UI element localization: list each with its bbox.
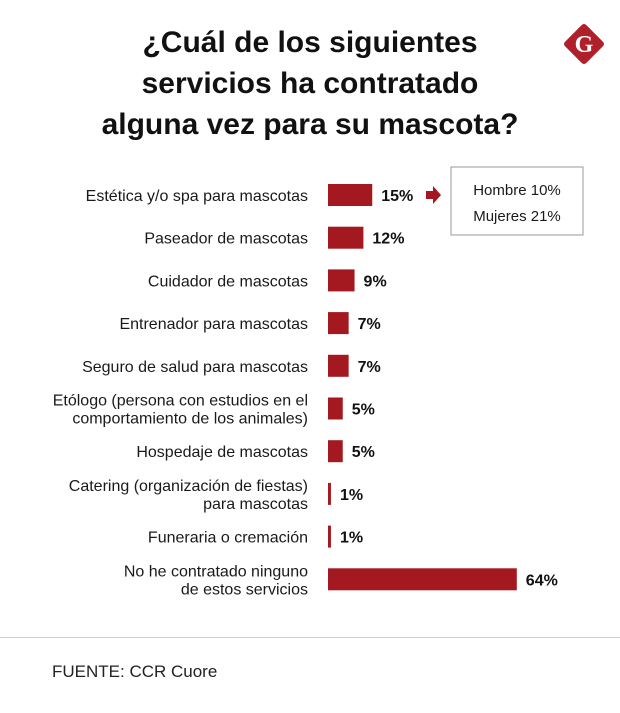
category-label: para mascotas — [203, 496, 308, 513]
category-label: Estética y/o spa para mascotas — [86, 188, 308, 205]
value-label: 7% — [358, 359, 381, 376]
value-label: 15% — [381, 188, 413, 205]
value-label: 5% — [352, 402, 375, 419]
bar — [328, 568, 517, 591]
title-line-3: alguna vez para su mascota? — [101, 108, 519, 141]
category-label: Entrenador para mascotas — [119, 316, 308, 333]
category-label: Seguro de salud para mascotas — [82, 359, 308, 376]
bar — [328, 226, 364, 249]
value-label: 1% — [340, 530, 363, 547]
source-note: FUENTE: CCR Cuore — [52, 662, 218, 681]
footer-divider — [0, 637, 620, 638]
bar — [328, 482, 331, 505]
value-label: 5% — [352, 444, 375, 461]
bar — [328, 312, 349, 335]
logo-letter: G — [575, 32, 594, 58]
category-label: Etólogo (persona con estudios en el — [53, 393, 308, 410]
callout-text: Hombre 10% — [473, 182, 561, 199]
bar — [328, 269, 355, 292]
bar — [328, 525, 331, 548]
category-label: Cuidador de mascotas — [148, 273, 308, 290]
category-label: Funeraria o cremación — [148, 530, 308, 547]
value-label: 7% — [358, 316, 381, 333]
bar — [328, 184, 373, 206]
logo-diamond — [564, 24, 604, 64]
bar — [328, 354, 349, 377]
callout-box — [450, 166, 584, 236]
callout-text: Mujeres 21% — [473, 208, 561, 225]
category-label: Paseador de mascotas — [144, 231, 308, 248]
category-label: Hospedaje de mascotas — [136, 444, 308, 461]
bar — [328, 397, 343, 420]
brand-logo: G — [564, 24, 604, 64]
value-label: 12% — [372, 231, 404, 248]
value-label: 9% — [364, 273, 387, 290]
chart-title: ¿Cuál de los siguientes servicios ha con… — [40, 22, 580, 145]
callout-arrow — [426, 186, 441, 204]
category-label: de estos servicios — [181, 581, 308, 598]
bar — [328, 440, 343, 463]
value-label: 64% — [526, 572, 558, 589]
bar-chart: Estética y/o spa para mascotas 15% Paseado… — [53, 166, 584, 598]
title-line-2: servicios ha contratado — [141, 67, 479, 100]
category-label: Catering (organización de fiestas) — [69, 478, 308, 495]
category-label: comportamiento de los animales) — [72, 411, 308, 428]
value-label: 1% — [340, 487, 363, 504]
title-line-1: ¿Cuál de los siguientes — [142, 26, 478, 59]
category-label: No he contratado ninguno — [124, 563, 308, 580]
